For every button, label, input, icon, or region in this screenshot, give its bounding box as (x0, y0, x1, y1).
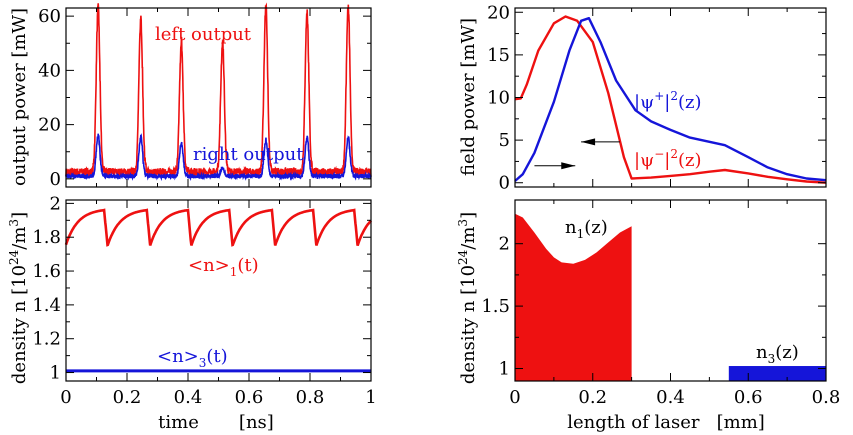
y-tick-label: 15 (487, 45, 510, 66)
density-time-xlabel: time [ns] (158, 412, 274, 433)
psi-minus-label: |ψ−|2(z) (634, 147, 702, 171)
arrow-left-head (581, 138, 596, 146)
x-tick-label: 0.4 (656, 387, 685, 408)
x-tick-label: 0.8 (296, 387, 325, 408)
n3-time-label: <n>3(t) (157, 346, 228, 370)
x-tick-label: 0.2 (578, 387, 607, 408)
n1-time-line (64, 208, 373, 247)
density-time-ylabel: density n [1024/m3] (7, 212, 30, 384)
y-tick-label: 2 (50, 193, 61, 214)
density-z-ylabel: density n [1024/m3] (456, 212, 479, 384)
psi-plus-line (514, 17, 827, 182)
density-z-xlabel: length of laser [mm] (567, 412, 765, 433)
left-output-line (65, 2, 372, 179)
y-tick-label: 10 (487, 88, 510, 109)
psi-plus-label: |ψ+|2(z) (634, 89, 702, 113)
y-tick-label: 1.5 (481, 296, 510, 317)
n1-time-label: <n>1(t) (188, 255, 259, 279)
y-tick-label: 20 (487, 2, 510, 23)
y-tick-label: 60 (38, 6, 61, 27)
right-output-line (65, 132, 372, 182)
n1-z-area (515, 213, 632, 381)
y-tick-label: 20 (38, 115, 61, 136)
output-power-ylabel: output power [mW] (9, 8, 30, 186)
n3-z-area (728, 366, 826, 381)
arrow-right-head (561, 162, 576, 170)
psi-minus-line (514, 15, 827, 184)
y-tick-label: 1.2 (32, 329, 61, 350)
field-power-ylabel: field power [mW] (458, 18, 479, 176)
field-power-panel: 0 5 10 15 20 field power [mW] |ψ+|2(z) |ψ−|2(z) (458, 2, 827, 194)
x-tick-label: 0.2 (113, 387, 142, 408)
density-time-panel: 0 0.2 0.4 0.6 0.8 1 1 1.2 1.4 1.6 1.8 2 density n [1… (7, 193, 377, 433)
y-tick-label: 1 (50, 363, 61, 384)
left-output-label: left output (155, 24, 252, 45)
y-tick-label: 2 (499, 234, 510, 255)
x-tick-label: 0 (509, 387, 520, 408)
x-tick-label: 1 (365, 387, 376, 408)
right-output-label: right output (193, 144, 304, 165)
density-z-panel: 0 0.2 0.4 0.6 0.8 1 1.5 2 density n [1024/m3] n1(… (456, 199, 841, 433)
x-tick-label: 0.6 (734, 387, 763, 408)
n1-z-label: n1(z) (565, 217, 608, 241)
x-tick-label: 0.8 (812, 387, 841, 408)
x-tick-label: 0.4 (174, 387, 203, 408)
x-tick-label: 0.6 (235, 387, 264, 408)
y-tick-label: 1.6 (32, 261, 61, 282)
y-tick-label: 40 (38, 60, 61, 81)
y-tick-label: 0 (50, 169, 61, 190)
n3-z-label: n3(z) (756, 342, 799, 366)
x-tick-label: 0 (60, 387, 71, 408)
y-tick-label: 1.8 (32, 227, 61, 248)
y-tick-label: 1 (499, 359, 510, 380)
output-power-panel: 0 20 40 60 output power [mW] left output right… (9, 2, 372, 190)
y-tick-label: 1.4 (32, 295, 61, 316)
y-tick-label: 5 (499, 130, 510, 151)
y-tick-label: 0 (499, 173, 510, 194)
